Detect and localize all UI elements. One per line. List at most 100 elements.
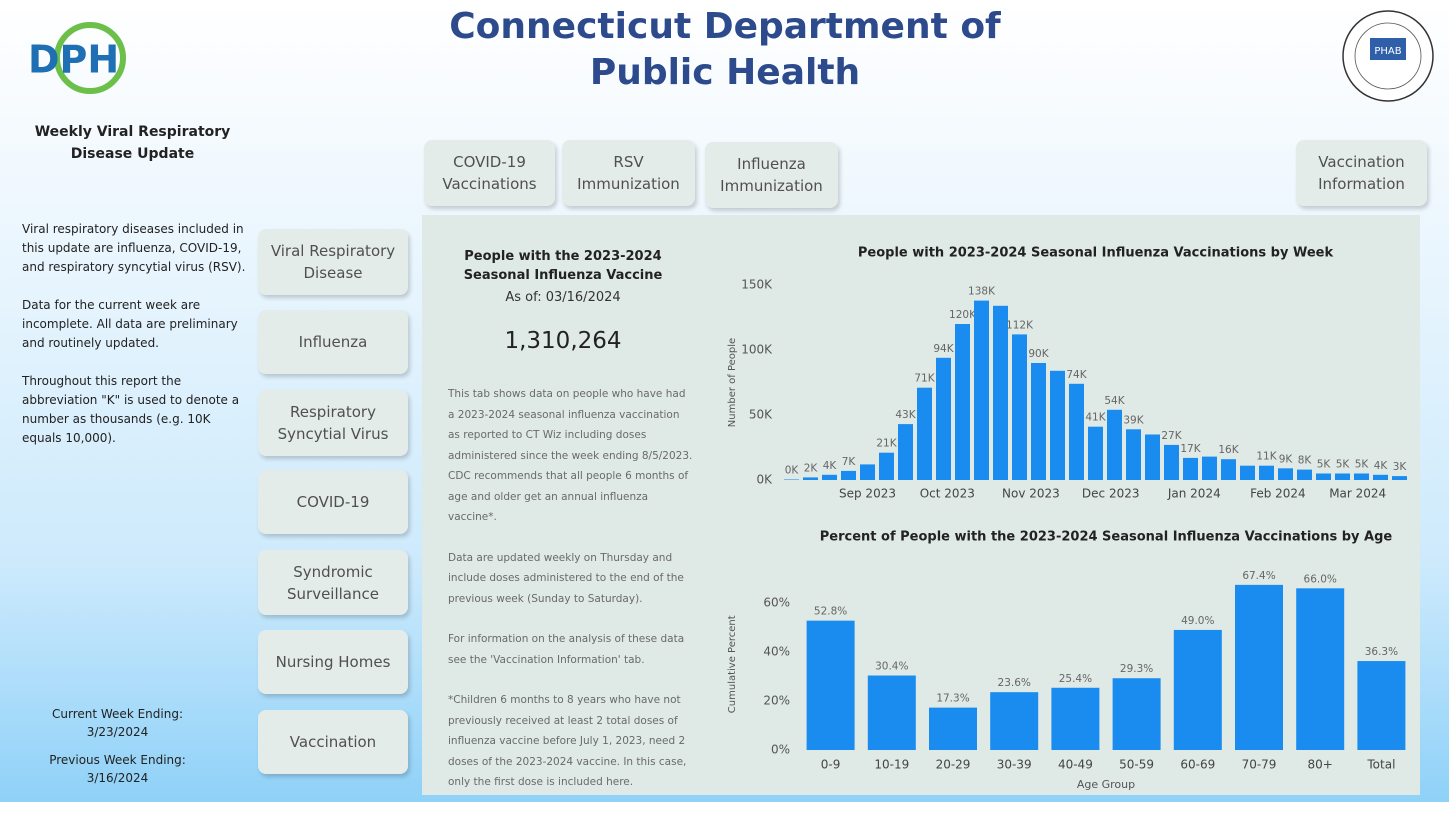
chart-title: People with 2023-2024 Seasonal Influenza… [858,246,1334,261]
bar [860,464,875,480]
bar [1164,444,1179,480]
x-tick-label: 0-9 [821,758,841,772]
data-label: 29.3% [1120,663,1153,675]
tab-button[interactable]: RSV Immunization [562,140,695,206]
bar [1012,334,1027,480]
summary-total: 1,310,264 [504,328,622,354]
bar [1031,363,1046,480]
data-label: 138K [968,286,996,298]
tab-button[interactable]: COVID-19 Vaccinations [424,140,555,206]
nav-button[interactable]: Viral Respiratory Disease [258,229,408,295]
data-label: 90K [1028,348,1049,360]
data-label: 94K [933,343,954,355]
bar [1296,588,1345,750]
badge-box [1370,38,1406,60]
bar [1392,476,1407,480]
data-label: 4K [1374,460,1389,472]
bar [806,620,855,750]
data-label: 43K [895,409,916,421]
bar [1357,661,1406,750]
summary-title: People with the 2023-2024 Seasonal Influ… [463,249,663,283]
bar [1316,473,1331,480]
x-tick-label: Mar 2024 [1329,487,1386,501]
current-week-label: Current Week Ending: [52,707,183,721]
page-title: Connecticut Department of Public Health [449,6,1001,93]
week-info: Current Week Ending: 3/23/2024 Previous … [20,705,215,787]
badge-graphic: PHAB [1342,10,1434,102]
tab-button[interactable]: Vaccination Information [1296,140,1427,206]
x-tick-label: Sep 2023 [839,487,896,501]
badge-inner [1354,22,1422,90]
data-label: 30.4% [875,661,908,673]
bar [1088,426,1103,480]
data-label: 52.8% [814,606,847,618]
data-label: 39K [1123,414,1144,426]
bar [1173,629,1222,750]
data-label: 23.6% [998,677,1031,689]
data-label: 27K [1161,430,1182,442]
data-label: 7K [842,456,857,468]
data-label: 8K [1298,455,1313,467]
data-label: 0K [785,464,800,476]
bar [990,692,1039,750]
sidebar-paragraph: Viral respiratory diseases included in t… [22,222,246,274]
logo-graphic: DPH [28,22,126,94]
bar [936,357,951,480]
bar [929,707,977,750]
data-label: 11K [1256,451,1277,463]
bar [784,479,799,480]
data-label: 3K [1393,461,1408,473]
bar [1069,383,1084,480]
bar [1126,429,1141,480]
y-axis-label: Number of People [727,338,738,427]
bar [1202,456,1217,480]
bar [1221,459,1236,480]
y-tick-label: 100K [741,343,773,357]
bar [1354,473,1369,480]
sidebar-heading: Weekly Viral Respiratory Disease Update [34,124,231,162]
nav-button[interactable]: COVID-19 [258,470,408,534]
bar [1259,465,1274,480]
bar [993,305,1008,480]
tab-button[interactable]: Influenza Immunization [705,142,838,208]
data-label: 71K [914,373,935,385]
x-tick-label: Dec 2023 [1082,487,1140,501]
nav-button[interactable]: Influenza [258,310,408,374]
x-tick-label: 20-29 [936,758,971,772]
data-label: 49.0% [1181,615,1214,627]
y-tick-label: 60% [763,596,790,610]
bar [1235,584,1283,750]
chart-title: Percent of People with the 2023-2024 Sea… [820,530,1393,545]
x-tick-label: 70-79 [1242,758,1277,772]
bar [822,474,837,480]
y-tick-label: 50K [749,408,773,422]
summary-text: This tab shows data on people who have h… [448,384,693,813]
y-tick-label: 150K [741,278,773,292]
nav-button[interactable]: Respiratory Syncytial Virus [258,390,408,456]
bar [1240,465,1255,480]
data-label: 17K [1180,443,1201,455]
nav-button[interactable]: Syndromic Surveillance [258,550,408,615]
y-tick-label: 0K [756,473,773,487]
data-label: 25.4% [1059,673,1092,685]
data-label: 66.0% [1304,573,1337,585]
data-label: 21K [876,438,897,450]
x-tick-label: 40-49 [1058,758,1093,772]
bar [1107,409,1122,480]
logo-ring [54,22,126,94]
y-tick-label: 20% [763,694,790,708]
summary-paragraph: For information on the analysis of these… [448,633,685,666]
x-tick-label: Total [1366,758,1395,772]
bar [803,477,818,480]
bar [841,470,856,480]
nav-button[interactable]: Vaccination [258,710,408,774]
bar [974,300,989,480]
bar [1050,370,1065,480]
bar [1335,473,1350,480]
bar [879,452,894,480]
bar [1297,469,1312,480]
x-tick-label: Jan 2024 [1167,487,1221,501]
badge: PHAB [1340,8,1436,104]
nav-button[interactable]: Nursing Homes [258,630,408,694]
data-label: 36.3% [1365,646,1398,658]
